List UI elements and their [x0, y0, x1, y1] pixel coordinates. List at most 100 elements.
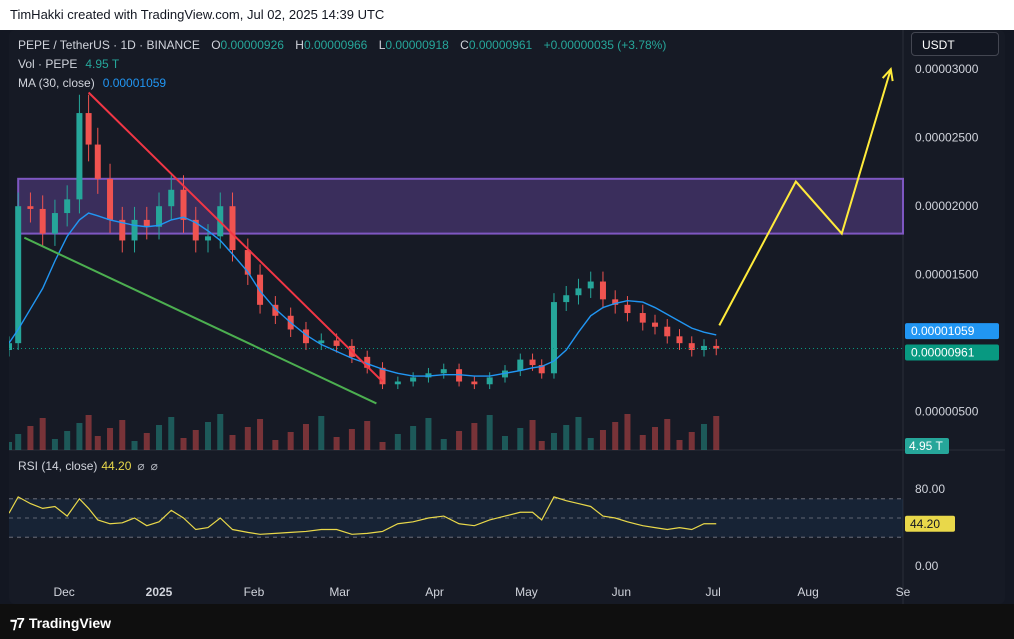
low-label: L: [378, 38, 386, 52]
candle-body: [143, 219, 150, 227]
volume-label[interactable]: Vol · PEPE: [18, 57, 78, 71]
rsi-legend: RSI (14, close) 44.20 ⌀ ⌀: [18, 459, 158, 473]
x-tick-label: Feb: [244, 585, 265, 599]
candle-body: [599, 281, 606, 300]
candle-body: [272, 304, 279, 316]
currency-button[interactable]: USDT: [911, 32, 999, 56]
high-label: H: [295, 38, 304, 52]
hide-icon[interactable]: ⌀: [137, 459, 145, 473]
projection-arrowhead: [881, 67, 894, 82]
rsi-band-fill: [9, 498, 903, 538]
volume-bar: [192, 430, 199, 450]
price-label-text: 0.00001059: [911, 324, 975, 338]
candle-body: [563, 295, 570, 303]
volume-bar: [563, 425, 570, 450]
candle-body: [529, 359, 536, 366]
resistance-zone: [17, 177, 904, 235]
volume-label-tag: [905, 438, 949, 454]
candle-body: [192, 219, 199, 241]
candle-body: [51, 213, 58, 234]
volume-value: 4.95 T: [85, 57, 120, 71]
volume-bar: [538, 441, 545, 450]
descending-support-line: [23, 236, 377, 405]
candle-body: [700, 345, 707, 351]
rsi-label[interactable]: RSI (14, close): [18, 459, 98, 473]
volume-bar: [156, 425, 163, 450]
candle-body: [587, 281, 594, 289]
candle-body: [517, 359, 524, 371]
volume-bar: [257, 419, 264, 450]
candle-body: [94, 144, 101, 179]
candle-body: [624, 304, 631, 314]
volume-bar: [425, 418, 432, 450]
attribution-bar: TimHakki created with TradingView.com, J…: [0, 0, 1014, 30]
volume-bar: [664, 419, 671, 450]
x-tick-label: Jun: [612, 585, 631, 599]
price-label-tag: [905, 323, 999, 340]
x-tick-label: May: [515, 585, 538, 599]
tradingview-logo[interactable]: ⁊7 TradingView: [10, 614, 111, 632]
volume-bar: [302, 424, 309, 450]
volume-bar: [9, 442, 12, 450]
volume-bar: [119, 420, 126, 450]
volume-bar: [700, 424, 707, 450]
volume-bar: [652, 427, 659, 450]
price-label-text: 0.00000961: [911, 346, 975, 360]
candle-body: [9, 343, 12, 351]
candle-body: [333, 340, 340, 346]
candle-body: [244, 250, 251, 275]
volume-bar: [229, 435, 236, 450]
candle-body: [64, 199, 71, 214]
candle-body: [27, 206, 34, 209]
volume-bar: [15, 434, 22, 450]
y-tick-label: 0.00003000: [915, 62, 979, 76]
volume-bar: [529, 420, 536, 450]
symbol-label[interactable]: PEPE / TetherUS · 1D · BINANCE: [18, 38, 200, 52]
volume-bar: [624, 414, 631, 450]
volume-bar: [217, 414, 224, 450]
candle-body: [664, 326, 671, 337]
candle-body: [229, 206, 236, 251]
volume-bar: [143, 433, 150, 450]
volume-bar: [456, 431, 463, 450]
candle-body: [156, 206, 163, 227]
volume-bar: [440, 439, 447, 450]
candle-body: [119, 219, 126, 241]
y-tick-label: 0.00000500: [915, 405, 979, 419]
volume-bar: [379, 442, 386, 450]
candle-body: [713, 345, 720, 349]
volume-bar: [713, 416, 720, 450]
volume-bar: [76, 423, 83, 450]
volume-bar: [639, 435, 646, 450]
price-legend: PEPE / TetherUS · 1D · BINANCE O0.000009…: [18, 36, 666, 93]
chart-canvas[interactable]: 0.00003000 0.00002500 0.00002000 0.00001500…: [9, 30, 1005, 604]
candle-body: [180, 189, 187, 220]
rsi-line: [9, 496, 717, 535]
volume-bar: [587, 438, 594, 450]
close-value: 0.00000961: [468, 38, 533, 52]
volume-bar: [94, 436, 101, 450]
candle-body: [379, 367, 386, 385]
volume-bar: [599, 430, 606, 450]
open-value: 0.00000926: [220, 38, 284, 52]
source-icon[interactable]: ⌀: [150, 459, 158, 473]
low-value: 0.00000918: [385, 38, 449, 52]
high-value: 0.00000966: [303, 38, 368, 52]
volume-bar: [676, 440, 683, 450]
volume-bar: [39, 418, 46, 450]
volume-bar: [410, 426, 417, 450]
volume-bar: [107, 428, 114, 450]
candle-body: [550, 302, 557, 374]
candle-body: [575, 288, 582, 296]
x-tick-label: Apr: [425, 585, 444, 599]
volume-bar: [575, 417, 582, 450]
volume-bar: [85, 415, 92, 450]
change-value: +0.00000035 (+3.78%): [543, 38, 667, 52]
volume-bar: [348, 429, 355, 450]
x-tick-label: Mar: [329, 585, 350, 599]
volume-bar: [51, 439, 58, 450]
candle-body: [318, 340, 325, 344]
volume-bar: [394, 434, 401, 450]
footer-bar: ⁊7 TradingView: [0, 604, 1014, 639]
ma-label[interactable]: MA (30, close): [18, 76, 95, 90]
